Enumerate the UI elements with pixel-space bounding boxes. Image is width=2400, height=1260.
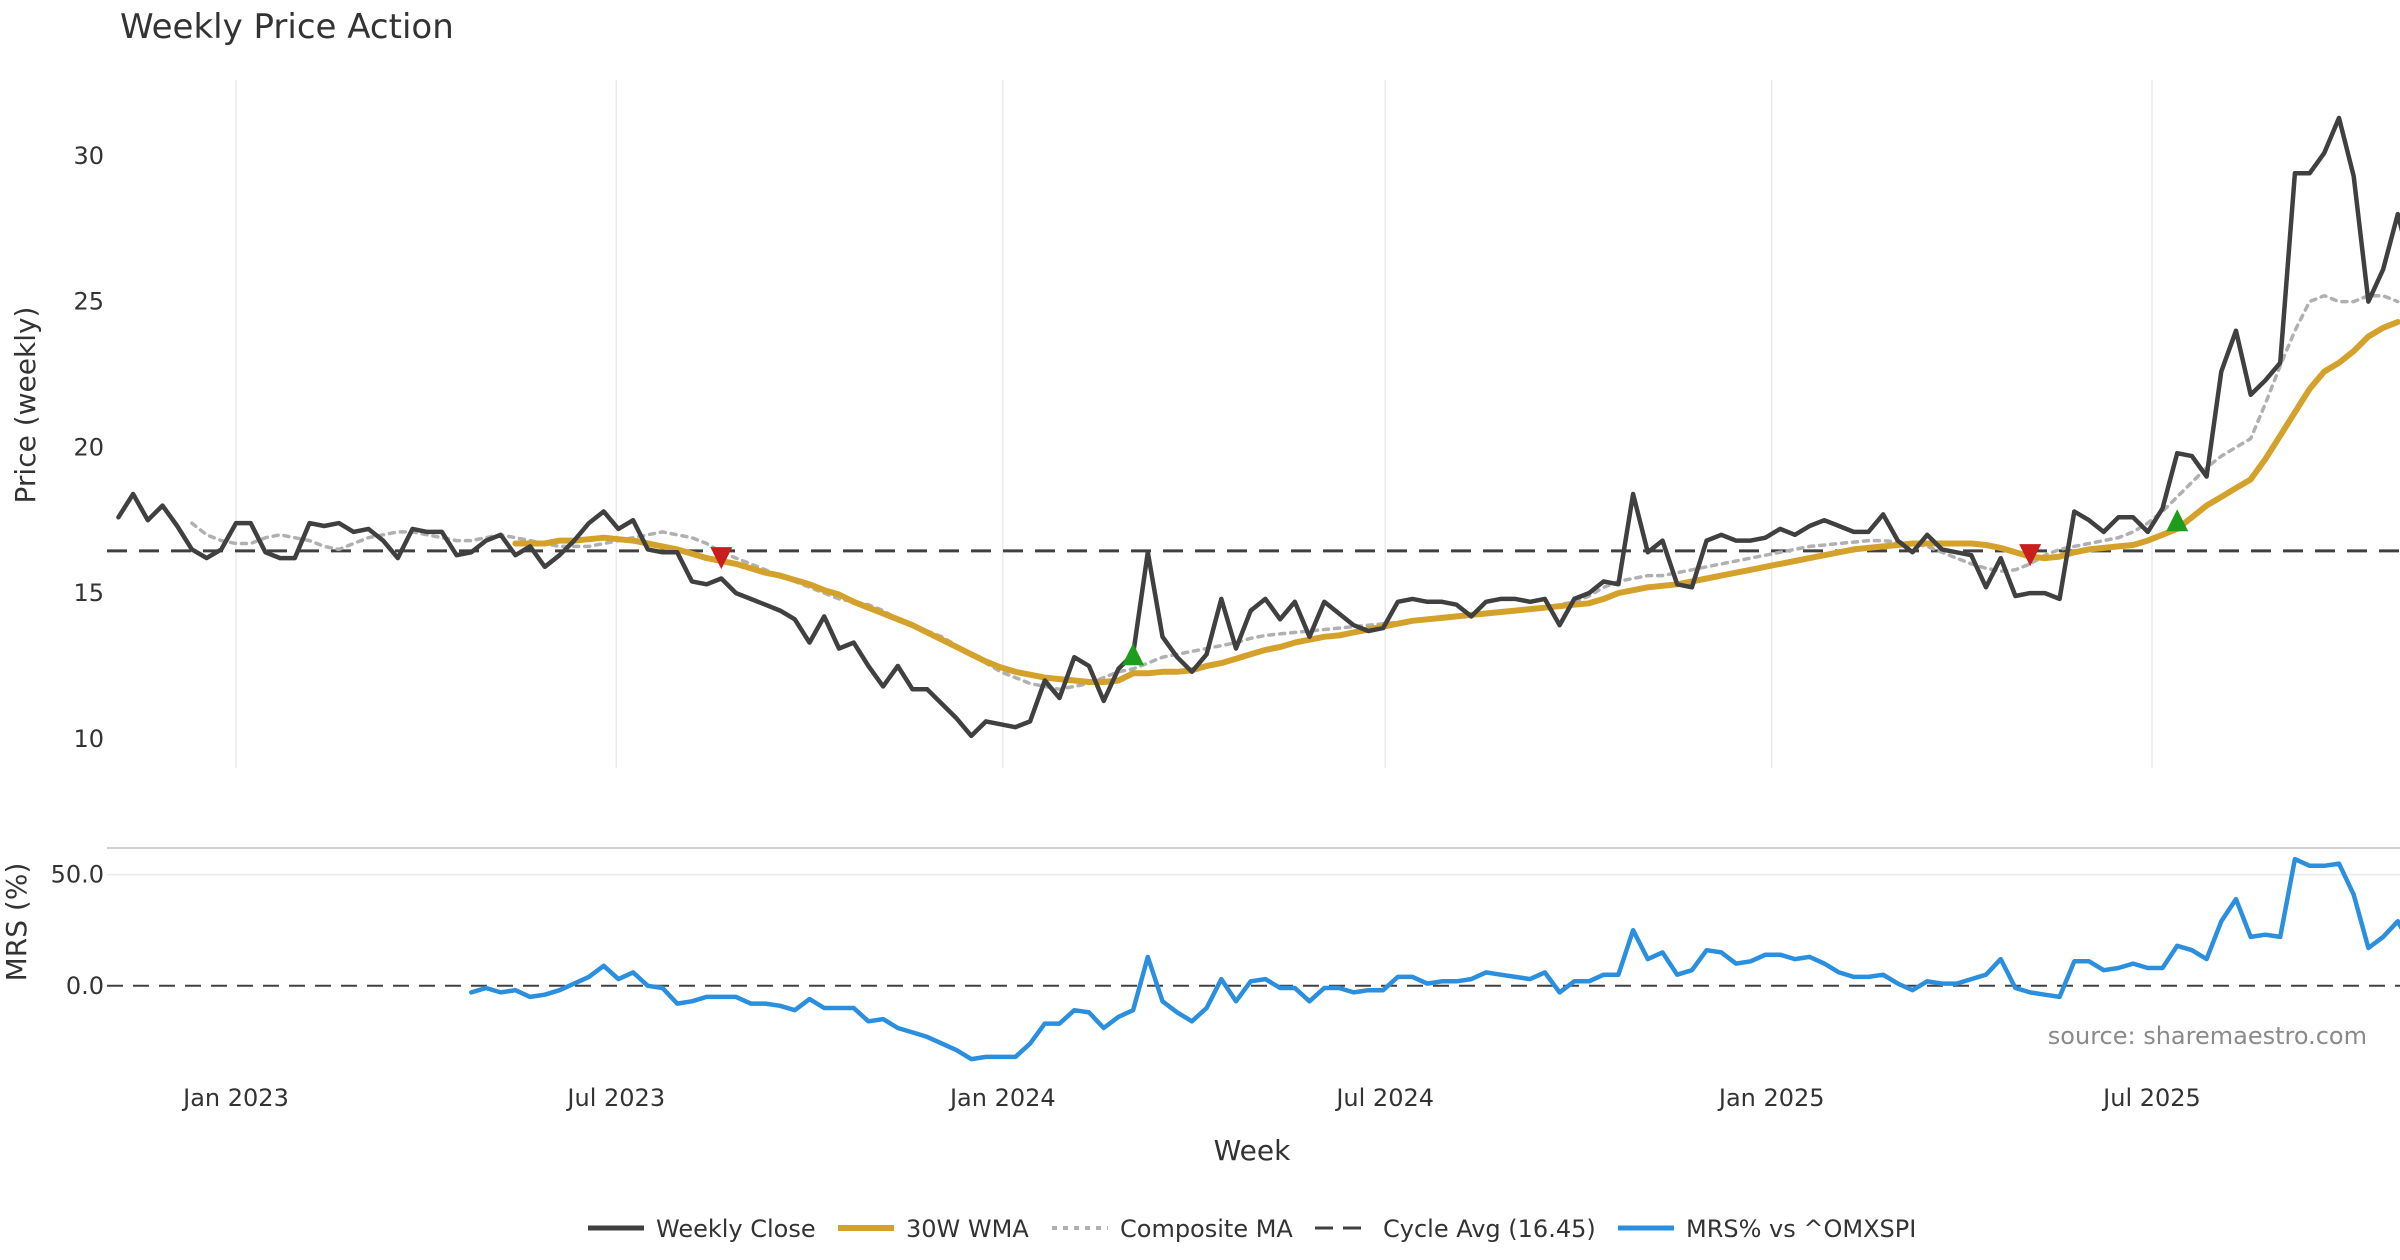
x-axis-label: Week — [1214, 1134, 1291, 1167]
price-y-tick-label: 25 — [73, 288, 104, 316]
mrs-y-tick-label: 50.0 — [51, 861, 104, 889]
grid-layer — [107, 80, 2400, 876]
x-tick-label: Jul 2023 — [565, 1084, 665, 1112]
legend-label: Weekly Close — [656, 1215, 816, 1243]
price-y-tick-label: 30 — [73, 142, 104, 170]
sell-signal-marker — [2019, 544, 2042, 567]
weekly-close-line — [116, 115, 2400, 739]
signal-markers — [710, 509, 2189, 666]
legend: Weekly Close 30W WMA Composite MA Cycle Avg… — [588, 1215, 1916, 1243]
buy-signal-marker — [2166, 509, 2189, 532]
price-axis-label: Price (weekly) — [9, 307, 42, 504]
legend-label: Composite MA — [1120, 1215, 1293, 1243]
x-tick-label: Jul 2024 — [1334, 1084, 1434, 1112]
composite-ma-line — [190, 293, 2400, 692]
series-layer — [116, 115, 2400, 1062]
legend-label: MRS% vs ^OMXSPI — [1686, 1215, 1916, 1243]
sell-signal-marker — [710, 547, 733, 570]
x-tick-label: Jan 2023 — [181, 1084, 289, 1112]
price-y-tick-label: 15 — [73, 579, 104, 607]
price-y-tick-label: 10 — [73, 725, 104, 753]
chart-title: Weekly Price Action — [120, 7, 454, 47]
wma-30w-line — [512, 319, 2400, 685]
legend-label: 30W WMA — [906, 1215, 1029, 1243]
mrs-line — [469, 856, 2400, 1062]
mrs-y-tick-label: 0.0 — [66, 972, 104, 1000]
reference-lines — [107, 549, 2400, 987]
buy-signal-marker — [1122, 643, 1145, 666]
price-y-tick-label: 20 — [73, 433, 104, 461]
mrs-axis-label: MRS (%) — [0, 863, 33, 982]
tick-labels: Jan 2023 Jul 2023 Jan 2024 Jul 2024 Jan 2025… — [51, 142, 2201, 1112]
x-tick-label: Jan 2025 — [1717, 1084, 1825, 1112]
x-tick-label: Jul 2025 — [2101, 1084, 2201, 1112]
source-note: source: sharemaestro.com — [2048, 1022, 2367, 1050]
x-tick-label: Jan 2024 — [948, 1084, 1056, 1112]
legend-label: Cycle Avg (16.45) — [1383, 1215, 1596, 1243]
